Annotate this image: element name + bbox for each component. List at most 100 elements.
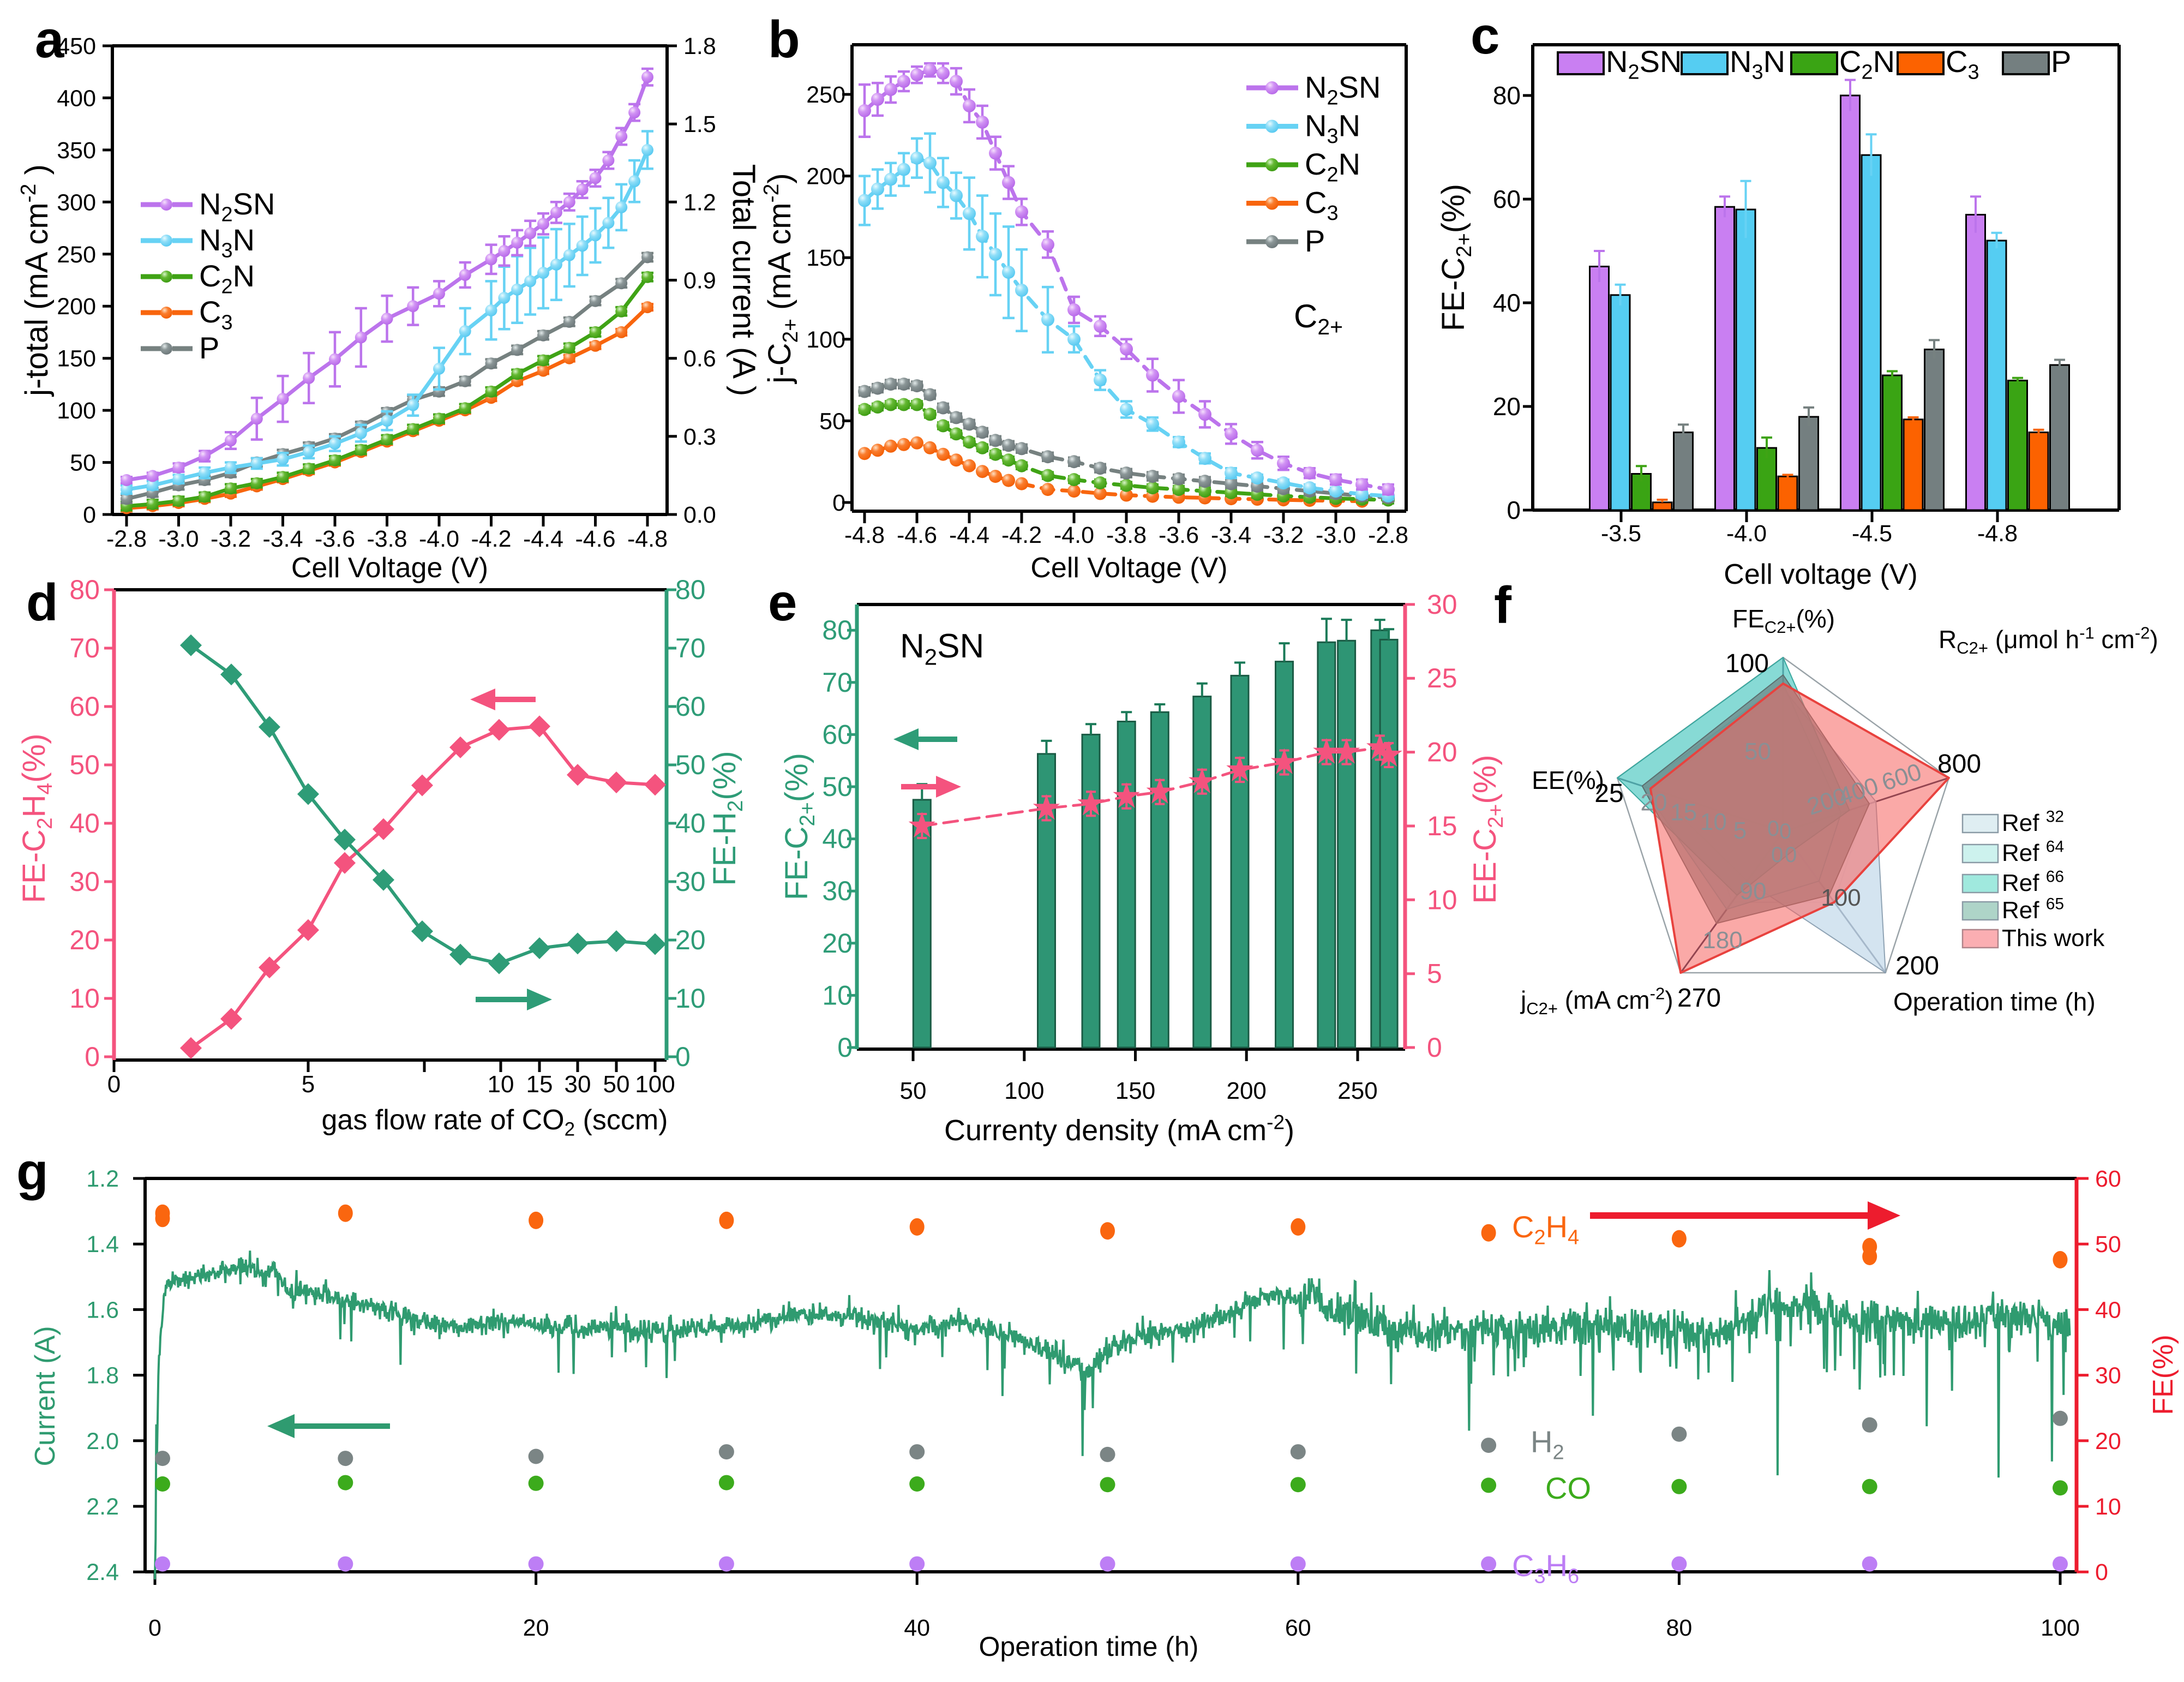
- svg-text:40: 40: [1493, 289, 1521, 317]
- svg-text:Current (A): Current (A): [29, 1326, 61, 1466]
- svg-text:j-C2+ (mA cm-2): j-C2+ (mA cm-2): [760, 173, 802, 384]
- svg-text:C2N: C2N: [1839, 44, 1895, 83]
- svg-text:30: 30: [565, 1071, 591, 1098]
- svg-text:FE-C2+(%): FE-C2+(%): [779, 753, 819, 900]
- svg-text:90: 90: [1740, 878, 1767, 905]
- svg-text:P: P: [199, 331, 219, 365]
- svg-text:-4.6: -4.6: [897, 522, 937, 548]
- svg-text:50: 50: [2095, 1231, 2121, 1258]
- svg-text:10: 10: [69, 983, 100, 1014]
- svg-text:c: c: [1471, 7, 1499, 65]
- svg-text:30: 30: [69, 866, 100, 897]
- svg-text:80: 80: [1666, 1615, 1692, 1641]
- svg-text:-4.0: -4.0: [1054, 522, 1094, 548]
- svg-text:10: 10: [2095, 1494, 2121, 1520]
- svg-text:0: 0: [1767, 817, 1779, 841]
- svg-text:Operation time (h): Operation time (h): [1893, 987, 2096, 1016]
- svg-text:200: 200: [806, 164, 845, 190]
- svg-text:100: 100: [635, 1071, 675, 1098]
- svg-text:Ref 64: Ref 64: [2002, 837, 2064, 866]
- svg-text:-3.8: -3.8: [1106, 522, 1147, 548]
- svg-text:C2N: C2N: [1305, 147, 1360, 186]
- svg-text:100: 100: [2041, 1615, 2080, 1641]
- svg-text:0: 0: [85, 1041, 100, 1072]
- svg-text:gas flow rate of CO2 (sccm): gas flow rate of CO2 (sccm): [322, 1104, 668, 1140]
- svg-text:-3.8: -3.8: [367, 526, 407, 552]
- svg-text:2.0: 2.0: [86, 1428, 119, 1454]
- svg-text:150: 150: [57, 346, 96, 372]
- svg-text:-2.8: -2.8: [1368, 522, 1408, 548]
- svg-text:10: 10: [1427, 884, 1457, 915]
- svg-text:-4.2: -4.2: [471, 526, 511, 552]
- svg-text:Cell Voltage (V): Cell Voltage (V): [291, 552, 488, 584]
- svg-text:15: 15: [1670, 799, 1697, 825]
- svg-text:20: 20: [675, 925, 706, 955]
- svg-text:Total current (A ): Total current (A ): [726, 164, 761, 396]
- svg-text:-4.8: -4.8: [844, 522, 885, 548]
- svg-text:25: 25: [1594, 779, 1623, 808]
- svg-text:70: 70: [69, 633, 100, 663]
- svg-text:150: 150: [1115, 1078, 1155, 1104]
- svg-text:N2SN: N2SN: [1305, 70, 1381, 109]
- svg-text:50: 50: [822, 771, 853, 802]
- svg-text:200: 200: [1226, 1078, 1266, 1104]
- svg-text:jC2+ (mA cm-2): jC2+ (mA cm-2): [1520, 984, 1673, 1019]
- svg-text:10: 10: [822, 980, 853, 1010]
- svg-text:Ref 65: Ref 65: [2002, 895, 2064, 924]
- svg-text:20: 20: [1493, 392, 1521, 421]
- svg-text:60: 60: [2095, 1166, 2121, 1192]
- svg-text:N3N: N3N: [1305, 109, 1360, 148]
- svg-text:-3.2: -3.2: [211, 526, 251, 552]
- svg-text:0: 0: [2095, 1559, 2108, 1585]
- svg-text:-4.0: -4.0: [419, 526, 459, 552]
- svg-text:C2H4: C2H4: [1512, 1210, 1579, 1249]
- svg-text:N2SN: N2SN: [199, 187, 275, 226]
- svg-text:-4.6: -4.6: [575, 526, 615, 552]
- svg-text:0: 0: [1771, 843, 1783, 867]
- svg-text:800: 800: [1937, 750, 1981, 779]
- svg-text:0.0: 0.0: [683, 502, 716, 528]
- svg-text:2.2: 2.2: [86, 1494, 119, 1520]
- svg-text:Operation time (h): Operation time (h): [979, 1631, 1199, 1662]
- svg-text:FE-C2+(%): FE-C2+(%): [1436, 184, 1476, 331]
- svg-text:1.6: 1.6: [86, 1297, 119, 1323]
- svg-text:150: 150: [806, 245, 845, 271]
- svg-text:80: 80: [69, 574, 100, 605]
- svg-text:20: 20: [2095, 1428, 2121, 1454]
- svg-text:250: 250: [57, 242, 96, 268]
- svg-text:-3.6: -3.6: [1159, 522, 1199, 548]
- svg-text:20: 20: [523, 1615, 549, 1641]
- svg-text:60: 60: [69, 691, 100, 722]
- svg-text:50: 50: [819, 408, 845, 434]
- svg-text:1.8: 1.8: [683, 33, 716, 59]
- svg-text:100: 100: [1725, 649, 1769, 678]
- svg-text:Cell voltage (V): Cell voltage (V): [1724, 559, 1917, 590]
- svg-text:100: 100: [1821, 884, 1861, 911]
- svg-text:-3.6: -3.6: [315, 526, 355, 552]
- svg-text:C3: C3: [199, 295, 233, 334]
- svg-text:50: 50: [1744, 738, 1771, 765]
- svg-text:450: 450: [57, 33, 96, 59]
- svg-text:0.9: 0.9: [683, 268, 716, 294]
- svg-text:-4.4: -4.4: [949, 522, 989, 548]
- svg-text:f: f: [1494, 576, 1512, 635]
- svg-text:-3.0: -3.0: [1316, 522, 1356, 548]
- svg-text:60: 60: [675, 691, 706, 722]
- svg-text:H2: H2: [1531, 1424, 1564, 1464]
- svg-text:270: 270: [1677, 984, 1721, 1013]
- svg-text:100: 100: [1004, 1078, 1044, 1104]
- svg-text:0: 0: [1779, 819, 1791, 843]
- svg-text:100: 100: [57, 398, 96, 424]
- svg-text:50: 50: [69, 750, 100, 780]
- svg-text:C3H6: C3H6: [1512, 1548, 1579, 1588]
- svg-text:-4.0: -4.0: [1726, 520, 1767, 547]
- svg-text:0: 0: [1785, 843, 1797, 867]
- svg-text:g: g: [16, 1142, 49, 1201]
- svg-text:30: 30: [1427, 589, 1457, 620]
- svg-text:Ref 32: Ref 32: [2002, 807, 2064, 836]
- svg-text:10: 10: [1700, 809, 1727, 835]
- svg-text:P: P: [2051, 44, 2071, 79]
- svg-text:-3.4: -3.4: [1211, 522, 1251, 548]
- svg-text:350: 350: [57, 137, 96, 164]
- svg-text:300: 300: [57, 189, 96, 216]
